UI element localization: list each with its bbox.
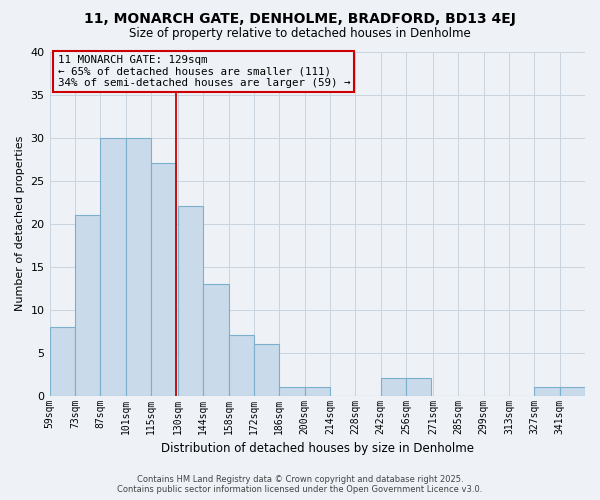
- Text: 11 MONARCH GATE: 129sqm
← 65% of detached houses are smaller (111)
34% of semi-d: 11 MONARCH GATE: 129sqm ← 65% of detache…: [58, 55, 350, 88]
- Bar: [203, 284, 229, 396]
- X-axis label: Distribution of detached houses by size in Denholme: Distribution of detached houses by size …: [161, 442, 474, 455]
- Bar: [178, 206, 203, 396]
- Bar: [380, 378, 406, 396]
- Text: Contains HM Land Registry data © Crown copyright and database right 2025.
Contai: Contains HM Land Registry data © Crown c…: [118, 474, 482, 494]
- Y-axis label: Number of detached properties: Number of detached properties: [15, 136, 25, 312]
- Bar: [100, 138, 125, 396]
- Bar: [406, 378, 431, 396]
- Bar: [229, 336, 254, 396]
- Bar: [254, 344, 279, 396]
- Text: Size of property relative to detached houses in Denholme: Size of property relative to detached ho…: [129, 28, 471, 40]
- Text: 11, MONARCH GATE, DENHOLME, BRADFORD, BD13 4EJ: 11, MONARCH GATE, DENHOLME, BRADFORD, BD…: [84, 12, 516, 26]
- Bar: [560, 387, 585, 396]
- Bar: [279, 387, 305, 396]
- Bar: [305, 387, 330, 396]
- Bar: [151, 164, 176, 396]
- Bar: [75, 215, 100, 396]
- Bar: [125, 138, 151, 396]
- Bar: [535, 387, 560, 396]
- Bar: [50, 327, 75, 396]
